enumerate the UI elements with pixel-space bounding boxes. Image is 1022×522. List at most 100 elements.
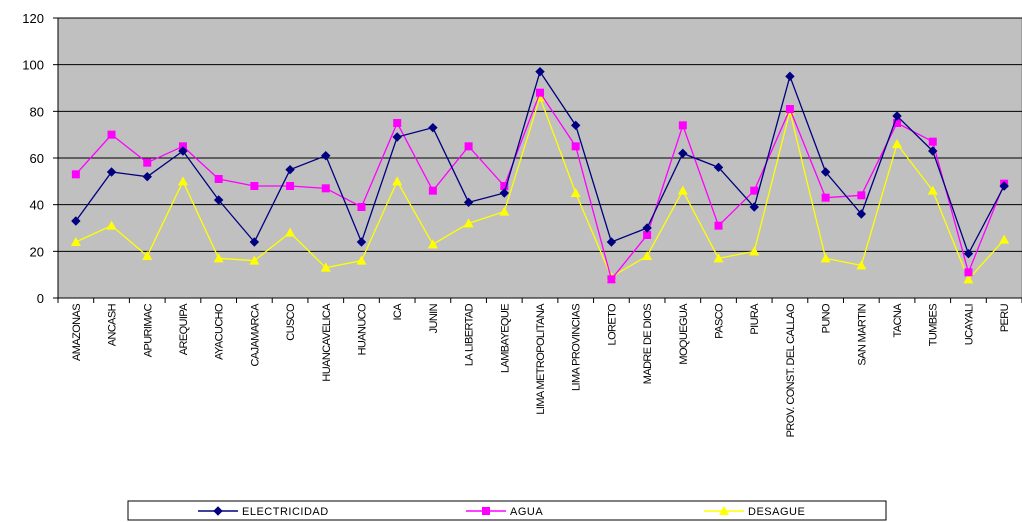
x-tick-label: AYACUCHO (214, 303, 226, 360)
legend-label: ELECTRICIDAD (242, 506, 329, 518)
data-point (463, 197, 474, 208)
data-point (642, 251, 653, 260)
data-point (107, 130, 116, 139)
x-tick-label: PUNO (821, 303, 833, 333)
y-tick-label: 120 (22, 11, 44, 26)
data-point (749, 202, 759, 212)
data-point (71, 216, 81, 226)
x-tick-label: LIMA PROVINCIAS (571, 304, 583, 391)
data-point (142, 171, 152, 182)
data-point (643, 231, 652, 239)
data-point (677, 185, 688, 195)
data-point (499, 188, 510, 198)
data-point (714, 221, 723, 230)
data-point (357, 203, 366, 211)
legend-marker (213, 506, 223, 516)
y-tick-label: 100 (22, 58, 44, 73)
data-point (178, 146, 188, 156)
data-point (500, 182, 509, 190)
y-axis: 0 20 40 60 80 100 120 (22, 11, 59, 306)
data-point (249, 237, 260, 247)
series-group (70, 66, 1010, 284)
data-point (928, 146, 938, 156)
legend-marker (482, 507, 490, 515)
legend-box (127, 500, 887, 521)
data-point (249, 255, 260, 265)
data-point (750, 186, 759, 195)
data-point (785, 105, 794, 113)
x-tick-label: PIURA (749, 303, 761, 335)
x-tick-label: AMAZONAS (71, 304, 83, 361)
data-point (356, 255, 367, 265)
data-point (464, 142, 473, 151)
data-point (963, 274, 974, 284)
legend-marker (719, 506, 729, 515)
data-point (106, 167, 117, 177)
x-tick-label: TACNA (892, 303, 904, 338)
data-point (820, 167, 831, 177)
data-point (427, 239, 438, 249)
data-point (857, 191, 866, 200)
x-tick-label: PERU (999, 303, 1011, 332)
data-point (893, 119, 902, 127)
x-tick-label: MOQUEGUA (678, 303, 690, 365)
data-point (999, 234, 1010, 244)
x-tick-label: ICA (392, 303, 404, 321)
x-tick-label: PASCO (714, 303, 726, 339)
data-point (70, 237, 81, 246)
data-point (536, 88, 544, 97)
data-point (678, 121, 687, 130)
x-tick-label: LAMBAYEQUE (499, 304, 511, 373)
y-tick-label: 60 (30, 151, 44, 166)
data-point (571, 142, 580, 151)
x-tick-label: CAJAMARCA (249, 303, 261, 367)
data-point (964, 268, 973, 277)
x-tick-label: HUANUCO (356, 303, 368, 355)
x-tick-label: PROV. CONST. DEL CALLAO (785, 303, 797, 437)
x-axis: AMAZONAS ANCASH APURIMAC AREQUIPA AYACUCHO CA… (57, 297, 1022, 437)
x-tick-label: JUNIN (428, 303, 440, 333)
x-tick-label: TUMBES (928, 304, 940, 347)
x-tick-label: HUANCAVELICA (321, 303, 333, 382)
y-tick-label: 40 (30, 198, 44, 213)
x-tick-label: APURIMAC (142, 303, 154, 357)
data-point (285, 227, 296, 237)
data-point (392, 176, 403, 186)
x-tick-label: AREQUIPA (178, 303, 190, 355)
data-point (963, 248, 974, 259)
y-tick-label: 0 (37, 291, 44, 306)
data-point (393, 119, 402, 127)
data-point (713, 162, 724, 173)
data-point (607, 275, 616, 284)
data-point (892, 139, 903, 148)
x-tick-label: CUSCO (285, 303, 297, 341)
x-tick-label: ANCASH (107, 303, 119, 346)
data-point (143, 158, 152, 167)
data-point (428, 122, 438, 133)
data-point (356, 237, 367, 247)
data-point (213, 195, 224, 205)
data-point (820, 253, 831, 263)
series-electricidad (71, 66, 1009, 259)
data-point (285, 164, 295, 175)
data-point (214, 175, 223, 183)
y-tick-label: 20 (30, 244, 44, 259)
data-point (749, 246, 760, 256)
data-point (927, 185, 938, 195)
data-point (250, 182, 259, 190)
data-point (320, 262, 331, 272)
data-point (321, 150, 331, 161)
data-point (606, 237, 617, 247)
data-point (177, 176, 188, 186)
data-point (535, 66, 545, 77)
data-point (785, 71, 795, 82)
x-tick-label: LIMA METROPOLITANA (535, 303, 547, 415)
legend-item: ELECTRICIDAD (198, 506, 329, 518)
data-point (463, 218, 474, 228)
x-tick-label: LORETO (606, 303, 618, 345)
legend-label: AGUA (510, 506, 543, 518)
data-point (570, 120, 581, 131)
data-point (428, 186, 437, 195)
legend: ELECTRICIDAD AGUA DESAGUE (127, 500, 887, 521)
